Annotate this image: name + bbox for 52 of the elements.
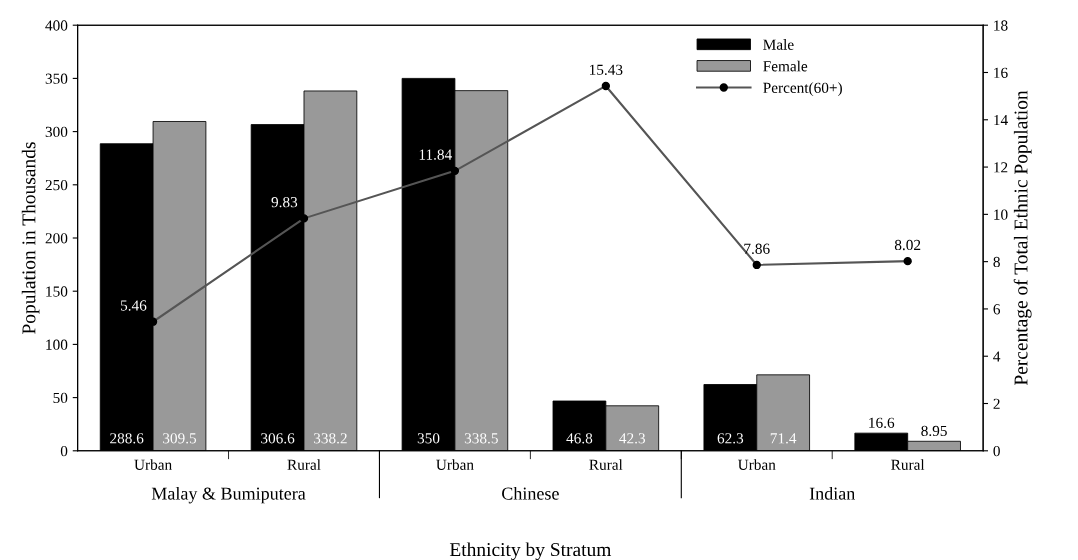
y-tick-label: 250 [45, 179, 68, 191]
data-label: 9.83 [271, 196, 298, 208]
y-tick-label: 100 [46, 339, 68, 350]
data-label: 309.5 [163, 433, 197, 444]
data-label: 42.3 [619, 433, 646, 444]
x-tick-label: Urban [134, 459, 172, 470]
y-tick-label: 200 [45, 233, 68, 244]
y-tick-label: 350 [45, 73, 68, 84]
y2-tick-label: 0 [993, 445, 1000, 457]
text: Chinese [502, 486, 559, 500]
data-label: 15.43 [589, 64, 623, 75]
y2-axis-title: Percentage of Total Ethnic Population [1013, 90, 1032, 386]
data-label: 11.84 [419, 149, 452, 160]
data-label: 46.8 [566, 433, 593, 444]
y2-tick-label: 16 [994, 67, 1008, 78]
text: Malay & Bumiputera [151, 486, 306, 504]
x-tick-label: Rural [589, 459, 623, 470]
y-tick-label: 150 [46, 286, 68, 297]
data-label: 350 [417, 433, 440, 444]
data-label: 7.86 [744, 243, 770, 254]
y-axis-title: Population in Thousands [21, 142, 40, 334]
y2-tick-label: 18 [994, 20, 1008, 31]
y2-tick-label: 6 [993, 304, 1001, 315]
y2-tick-label: 4 [993, 351, 1001, 362]
data-label: 5.46 [120, 300, 147, 311]
y2-tick-label: 14 [994, 114, 1008, 126]
data-label: 306.6 [261, 433, 295, 444]
y-tick-label: 0 [60, 445, 68, 457]
y-tick-label: 50 [53, 392, 68, 404]
x-tick-label: Rural [287, 459, 321, 470]
x-tick-label: Urban [436, 459, 474, 470]
data-label: 338.5 [464, 433, 498, 444]
legend-label: Percent(60+) [763, 82, 842, 97]
data-label: 338.2 [313, 433, 347, 444]
y-tick-label: 400 [45, 20, 68, 31]
x-axis-title: Ethnicity by Stratum [449, 542, 612, 560]
y2-tick-label: 8 [993, 256, 1000, 268]
legend-label: Female [763, 60, 808, 72]
data-label: 8.02 [894, 239, 921, 251]
legend-label: Male [763, 39, 794, 50]
y2-tick-label: 10 [994, 209, 1008, 220]
x-tick-label: Rural [891, 459, 925, 470]
data-label: 16.6 [869, 417, 895, 428]
y-tick-label: 300 [45, 126, 68, 138]
data-label: 288.6 [110, 433, 144, 444]
data-label: 71.4 [770, 433, 797, 444]
x-tick-label: Urban [737, 459, 776, 470]
text: Indian [809, 486, 856, 500]
y2-tick-label: 2 [993, 398, 1000, 409]
y2-tick-label: 12 [994, 162, 1008, 173]
data-label: 62.3 [717, 433, 744, 444]
data-label: 8.95 [921, 425, 947, 437]
